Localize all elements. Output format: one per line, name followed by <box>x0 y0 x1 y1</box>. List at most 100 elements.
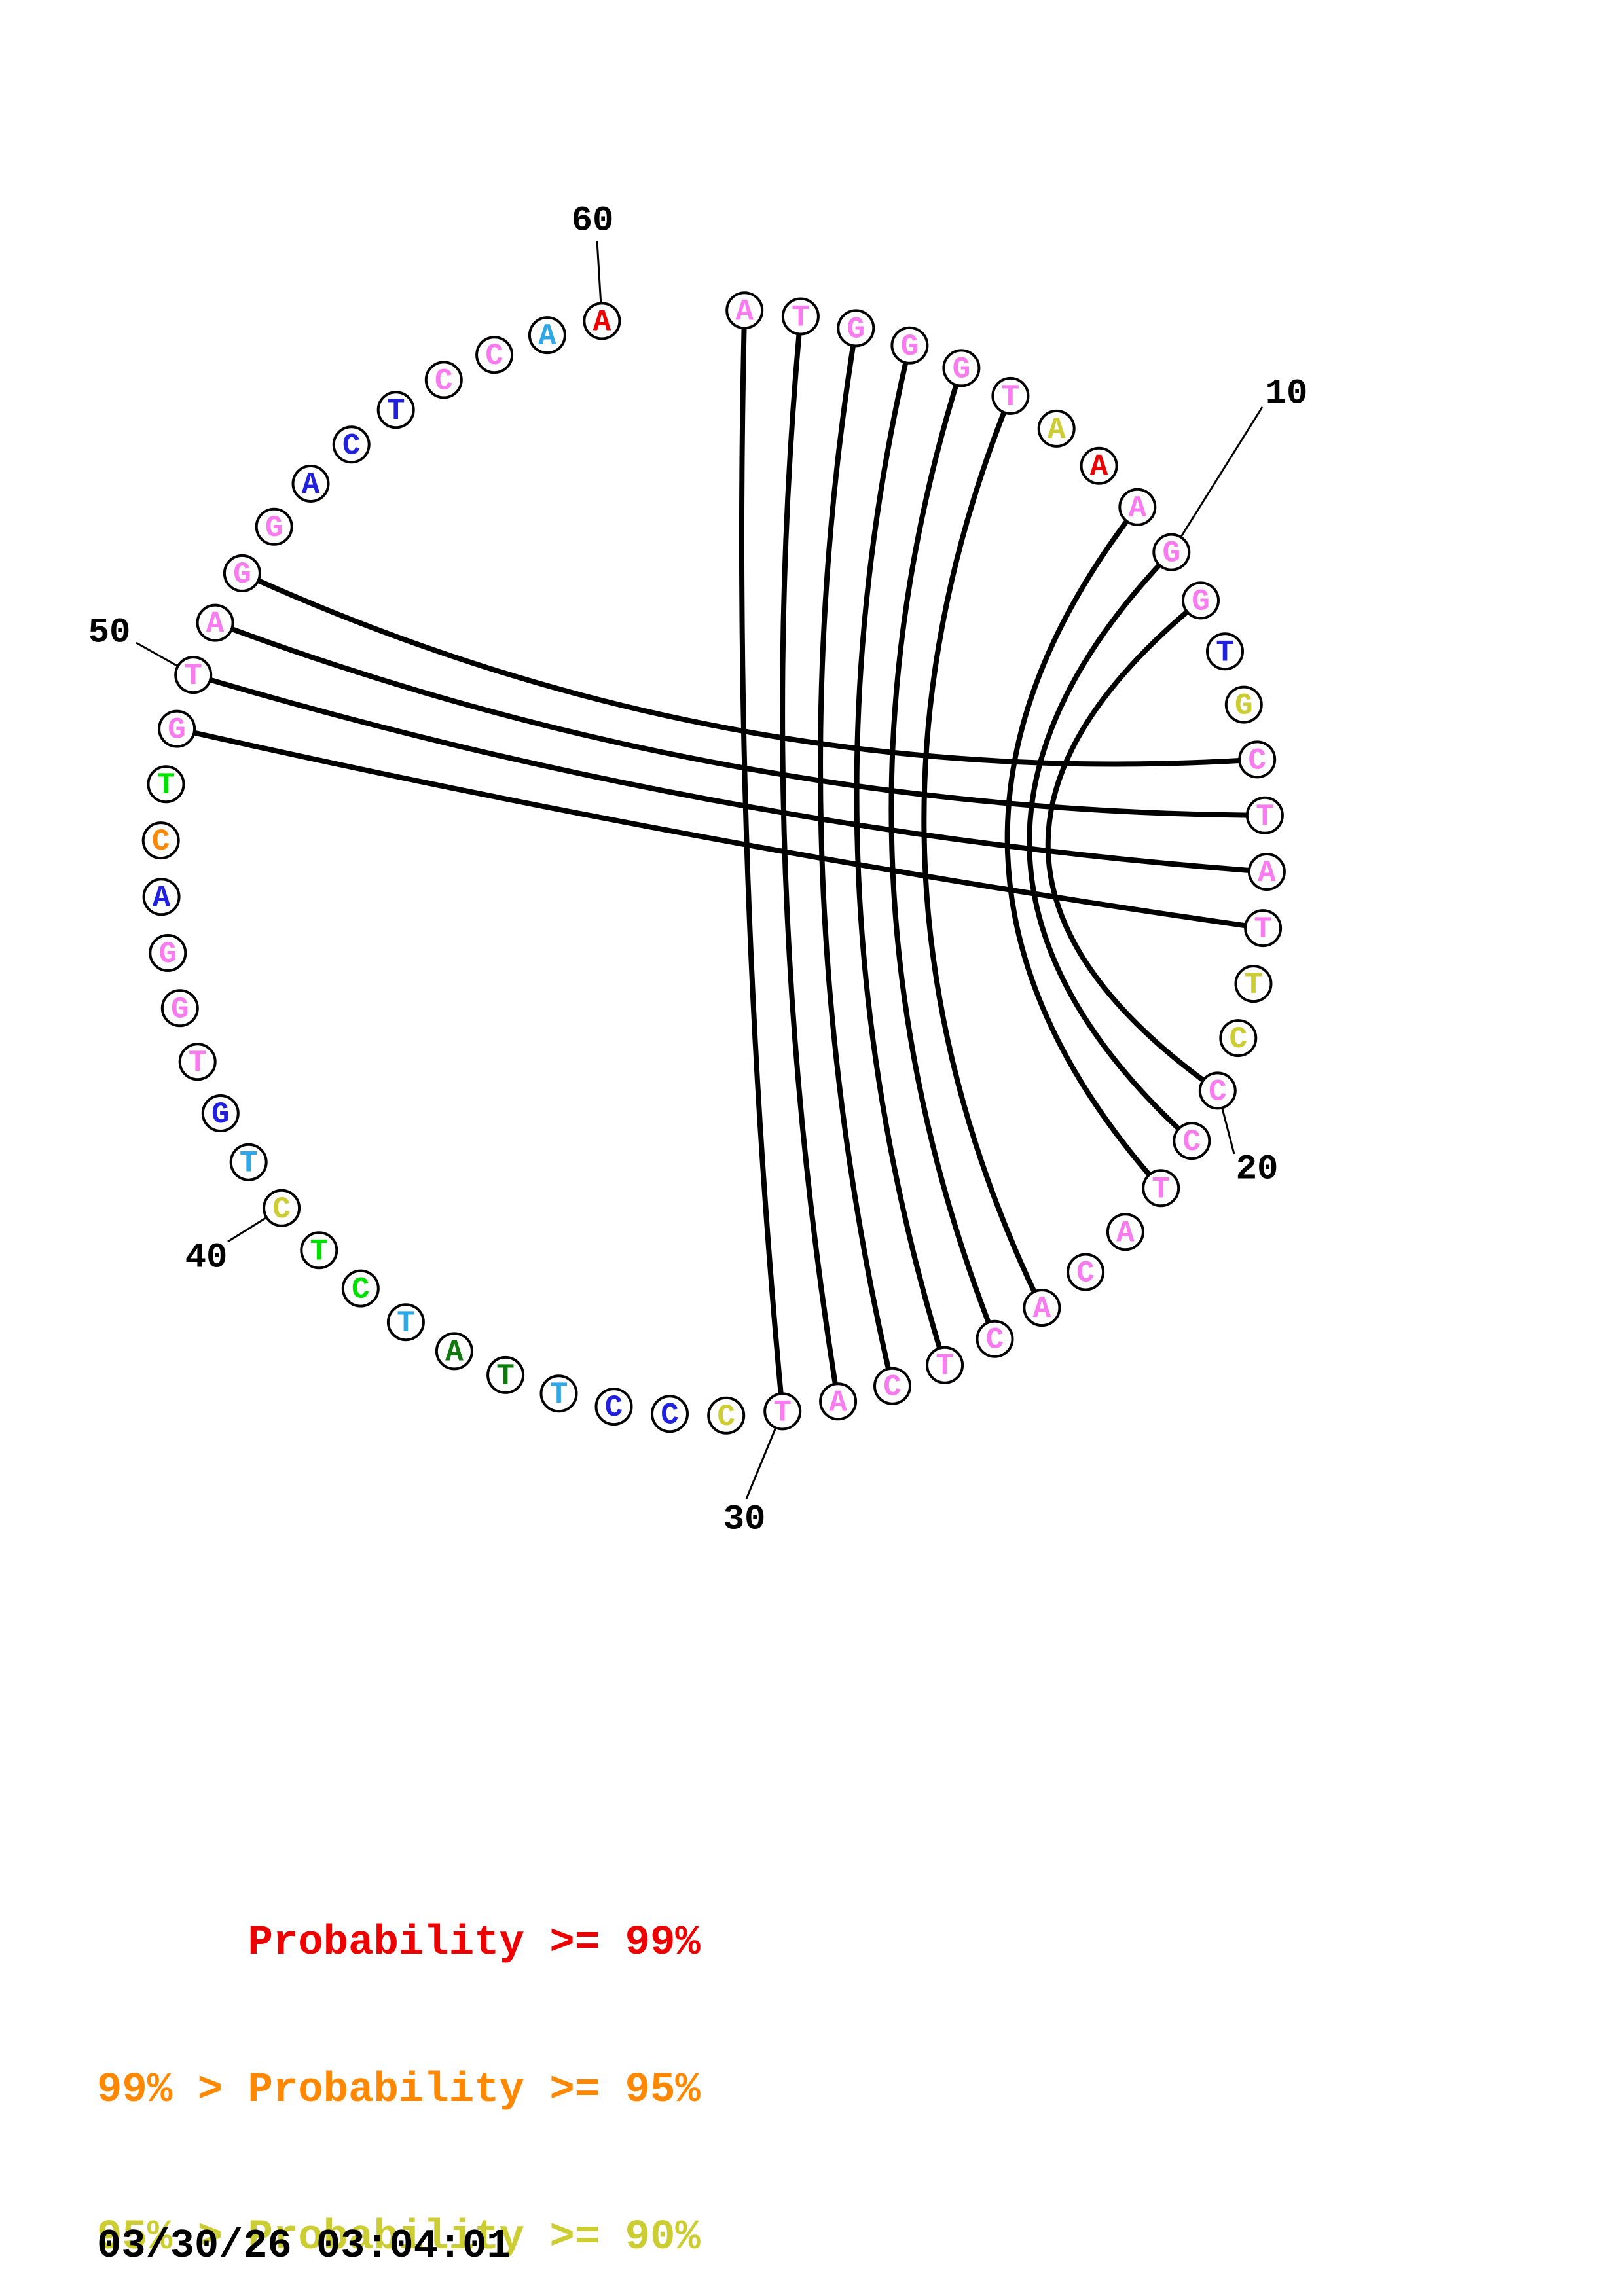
base-node-1 <box>725 291 764 330</box>
base-node-41 <box>229 1143 268 1181</box>
base-letter-41: T <box>240 1147 258 1181</box>
base-node-17 <box>1244 909 1283 948</box>
base-node-46 <box>142 878 181 916</box>
base-node-50 <box>174 656 213 694</box>
base-letter-58: C <box>485 339 503 373</box>
base-letter-9: A <box>1128 492 1146 526</box>
base-letter-11: G <box>1192 584 1210 619</box>
base-letter-25: A <box>1033 1292 1051 1326</box>
base-letter-54: A <box>302 468 320 502</box>
base-letter-37: T <box>397 1306 415 1340</box>
pair-lines-layer <box>176 310 1267 1412</box>
base-node-25 <box>1023 1289 1061 1327</box>
base-letter-32: C <box>661 1398 679 1432</box>
base-node-19 <box>1219 1019 1258 1058</box>
base-node-23 <box>1106 1213 1144 1251</box>
base-node-6 <box>991 376 1030 415</box>
legend-row-p90: 95% > Probability >= 90% <box>97 2214 701 2261</box>
base-node-2 <box>781 297 820 336</box>
pair-line-16-50 <box>192 672 1267 874</box>
base-node-24 <box>1067 1253 1105 1291</box>
base-node-57 <box>424 361 463 399</box>
base-letter-44: G <box>171 992 189 1026</box>
base-node-40 <box>263 1189 301 1227</box>
base-letter-33: C <box>605 1391 623 1425</box>
base-letter-22: T <box>1152 1172 1170 1206</box>
base-letter-29: A <box>829 1386 847 1420</box>
base-node-58 <box>475 336 514 374</box>
base-node-42 <box>201 1094 240 1132</box>
base-letter-15: T <box>1256 800 1274 834</box>
base-letter-30: T <box>773 1395 792 1429</box>
pair-line-6-25 <box>921 395 1044 1309</box>
base-node-27 <box>926 1346 964 1384</box>
base-letter-10: G <box>1162 537 1180 571</box>
base-node-38 <box>341 1269 380 1308</box>
base-letter-50: T <box>184 659 202 693</box>
base-node-48 <box>147 765 185 804</box>
base-letter-28: C <box>883 1371 902 1405</box>
base-node-5 <box>942 349 981 387</box>
pair-line-15-51 <box>214 620 1265 818</box>
base-node-15 <box>1245 796 1284 834</box>
base-node-43 <box>178 1043 217 1081</box>
position-label-50: 50 <box>88 613 131 653</box>
base-node-35 <box>486 1355 525 1394</box>
base-node-8 <box>1080 446 1118 485</box>
base-node-39 <box>300 1231 338 1270</box>
base-letter-60: A <box>593 305 611 339</box>
base-node-32 <box>651 1395 689 1433</box>
base-letter-49: G <box>168 713 186 747</box>
base-node-59 <box>528 316 566 355</box>
base-letter-35: T <box>496 1359 515 1393</box>
base-node-7 <box>1037 409 1076 448</box>
base-letter-34: T <box>550 1378 568 1412</box>
position-label-20: 20 <box>1236 1150 1279 1190</box>
base-node-56 <box>376 391 415 429</box>
base-letter-23: A <box>1116 1216 1135 1250</box>
label-line-10 <box>1171 406 1264 553</box>
base-node-22 <box>1142 1169 1180 1208</box>
base-node-37 <box>386 1303 425 1342</box>
base-letter-21: C <box>1182 1125 1201 1159</box>
pair-line-14-52 <box>241 571 1258 767</box>
base-letter-13: G <box>1235 689 1253 723</box>
position-label-10: 10 <box>1266 374 1308 414</box>
base-node-13 <box>1224 685 1263 724</box>
base-nodes-layer: A T GGGTAAAGGTGCTATTCCCTACACTCATCCCTTATCTC… <box>141 291 1286 1435</box>
base-letter-17: T <box>1254 912 1272 946</box>
base-node-18 <box>1234 965 1273 1003</box>
base-node-33 <box>594 1388 633 1426</box>
base-letter-36: A <box>445 1335 464 1369</box>
base-letter-48: T <box>157 768 175 802</box>
base-letter-2: T <box>792 301 810 335</box>
base-letter-16: A <box>1258 856 1276 890</box>
label-lines-layer <box>136 240 1264 1499</box>
base-letter-56: T <box>387 394 405 428</box>
base-letter-53: G <box>265 511 283 545</box>
base-letter-59: A <box>538 319 556 353</box>
base-letter-1: A <box>735 295 754 329</box>
base-letter-51: A <box>206 607 225 641</box>
base-node-11 <box>1182 581 1220 620</box>
position-label-30: 30 <box>723 1500 766 1540</box>
pair-line-1-30 <box>739 310 786 1412</box>
base-letter-45: G <box>158 937 177 971</box>
base-node-9 <box>1118 488 1157 526</box>
base-node-53 <box>255 507 293 546</box>
base-node-14 <box>1238 740 1277 779</box>
base-node-29 <box>819 1382 858 1421</box>
pair-line-2-29 <box>780 316 841 1402</box>
base-node-52 <box>223 554 261 592</box>
pair-line-9-22 <box>1004 505 1163 1190</box>
base-node-44 <box>160 989 199 1028</box>
base-node-55 <box>332 425 371 464</box>
base-letter-43: T <box>189 1046 207 1080</box>
base-letter-4: G <box>901 330 919 364</box>
base-node-28 <box>873 1367 911 1405</box>
base-letter-24: C <box>1076 1257 1095 1291</box>
base-node-16 <box>1247 853 1286 891</box>
base-letter-27: T <box>936 1350 954 1384</box>
pair-line-5-26 <box>888 367 998 1340</box>
